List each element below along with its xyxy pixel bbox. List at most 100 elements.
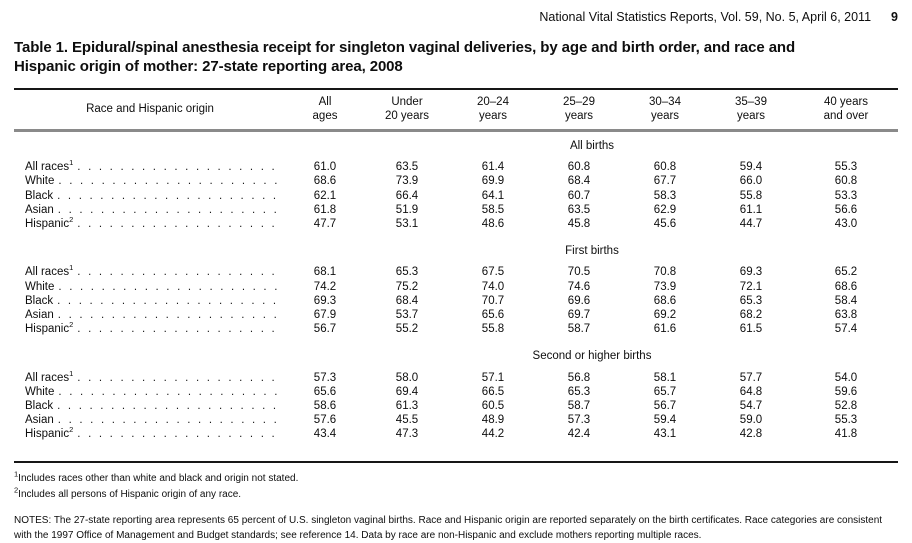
footnote-2: 2Includes all persons of Hispanic origin… — [14, 487, 898, 504]
stub-header: Race and Hispanic origin — [14, 89, 286, 132]
table-row: Asian 61.8 51.9 58.5 63.5 62.9 61.1 56.6 — [14, 203, 898, 217]
value-cell: 73.9 — [395, 175, 419, 188]
value-cell: 68.6 — [313, 175, 337, 188]
leader-dots — [77, 160, 278, 174]
notes-paragraph: NOTES: The 27-state reporting area repre… — [14, 514, 883, 541]
footnote-1: 1Includes races other than white and bla… — [14, 470, 898, 488]
table-row: Black 58.6 61.3 60.5 58.7 56.7 54.7 52.8 — [14, 399, 898, 413]
table-row: Asian 57.6 45.5 48.9 57.3 59.4 59.0 55.3 — [14, 413, 898, 427]
column-header-35-39: 35–39 years — [708, 89, 794, 132]
value-cell: 57.7 — [739, 371, 763, 384]
value-cell: 74.0 — [481, 280, 505, 293]
value-cell: 68.4 — [395, 294, 419, 307]
table-row: All races1 68.1 65.3 67.5 70.5 70.8 69.3 65.2 — [14, 263, 898, 279]
value-cell: 58.4 — [834, 294, 858, 307]
table-row: All races1 61.0 63.5 61.4 60.8 60.8 59.4 55.3 — [14, 158, 898, 174]
table-bottom-rule — [14, 460, 898, 463]
value-cell: 51.9 — [395, 203, 419, 216]
column-header-30-34: 30–34 years — [622, 89, 708, 132]
row-label-cell: Hispanic2 — [14, 425, 286, 441]
leader-dots — [58, 203, 278, 217]
value-cell: 59.6 — [834, 385, 858, 398]
value-cell: 59.0 — [739, 414, 763, 427]
value-cell: 57.3 — [313, 371, 337, 384]
row-label: All races1 — [25, 263, 74, 279]
value-cell: 56.7 — [313, 323, 337, 336]
value-cell: 65.2 — [834, 266, 858, 279]
value-cell: 69.4 — [395, 385, 419, 398]
value-cell: 61.5 — [739, 323, 763, 336]
table-title: Table 1. Epidural/spinal anesthesia rece… — [14, 39, 796, 75]
row-label-cell: Black — [14, 294, 286, 308]
value-cell: 63.5 — [395, 161, 419, 174]
row-label-cell: All races1 — [14, 158, 286, 174]
value-cell: 62.1 — [313, 189, 337, 202]
column-header-25-29: 25–29 years — [536, 89, 622, 132]
row-label: All races1 — [25, 158, 74, 174]
value-cell: 70.8 — [653, 266, 677, 279]
row-label: White — [25, 385, 55, 398]
value-cell: 55.3 — [834, 414, 858, 427]
value-cell: 61.3 — [395, 400, 419, 413]
footnotes: 1Includes races other than white and bla… — [14, 470, 898, 543]
row-label-cell: White — [14, 174, 286, 188]
value-cell: 59.4 — [739, 161, 763, 174]
value-cell: 55.8 — [739, 189, 763, 202]
value-cell: 64.1 — [481, 189, 505, 202]
value-cell: 60.8 — [834, 175, 858, 188]
value-cell: 60.7 — [567, 189, 591, 202]
table-row: White 65.6 69.4 66.5 65.3 65.7 64.8 59.6 — [14, 385, 898, 399]
footnote-1-text: Includes races other than white and blac… — [18, 472, 299, 484]
value-cell: 60.8 — [653, 161, 677, 174]
table-row: Black 69.3 68.4 70.7 69.6 68.6 65.3 58.4 — [14, 294, 898, 308]
value-cell: 44.7 — [739, 218, 763, 231]
section-label: Second or higher births — [532, 350, 652, 363]
value-cell: 55.2 — [395, 323, 419, 336]
value-cell: 68.6 — [653, 294, 677, 307]
row-label: Black — [25, 189, 54, 202]
row-label: All races1 — [25, 368, 74, 384]
table-row: White 74.2 75.2 74.0 74.6 73.9 72.1 68.6 — [14, 280, 898, 294]
value-cell: 72.1 — [739, 280, 763, 293]
section-label: First births — [565, 245, 619, 258]
footnote-marker: 1 — [69, 368, 74, 378]
value-cell: 65.3 — [567, 385, 591, 398]
value-cell: 69.7 — [567, 309, 591, 322]
value-cell: 56.6 — [834, 203, 858, 216]
value-cell: 42.8 — [739, 428, 763, 441]
value-cell: 69.9 — [481, 175, 505, 188]
leader-dots — [58, 280, 278, 294]
row-label-cell: Asian — [14, 413, 286, 427]
footnote-marker: 2 — [69, 425, 74, 435]
value-cell: 65.3 — [739, 294, 763, 307]
row-label: Hispanic2 — [25, 320, 74, 336]
value-cell: 73.9 — [653, 280, 677, 293]
value-cell: 70.7 — [481, 294, 505, 307]
value-cell: 74.6 — [567, 280, 591, 293]
column-header-40-over: 40 years and over — [794, 89, 898, 132]
value-cell: 66.4 — [395, 189, 419, 202]
row-label-cell: Black — [14, 399, 286, 413]
value-cell: 68.1 — [313, 266, 337, 279]
row-label: Asian — [25, 309, 54, 322]
value-cell: 69.6 — [567, 294, 591, 307]
value-cell: 69.2 — [653, 309, 677, 322]
value-cell: 67.9 — [313, 309, 337, 322]
value-cell: 42.4 — [567, 428, 591, 441]
row-label-cell: White — [14, 385, 286, 399]
table-row: Hispanic2 56.7 55.2 55.8 58.7 61.6 61.5 57.4 — [14, 320, 898, 336]
row-label: White — [25, 175, 55, 188]
value-cell: 58.7 — [567, 323, 591, 336]
value-cell: 45.8 — [567, 218, 591, 231]
data-table: Race and Hispanic origin All ages Under 20… — [14, 88, 898, 442]
value-cell: 69.3 — [313, 294, 337, 307]
value-cell: 70.5 — [567, 266, 591, 279]
column-header-row: Race and Hispanic origin All ages Under 20… — [14, 89, 898, 132]
column-header-under-20: Under 20 years — [364, 89, 450, 132]
value-cell: 60.8 — [567, 161, 591, 174]
value-cell: 43.4 — [313, 428, 337, 441]
table-body: All births All races1 61.0 63.5 61.4 60.8 60.8… — [14, 131, 898, 442]
value-cell: 65.6 — [481, 309, 505, 322]
value-cell: 62.9 — [653, 203, 677, 216]
